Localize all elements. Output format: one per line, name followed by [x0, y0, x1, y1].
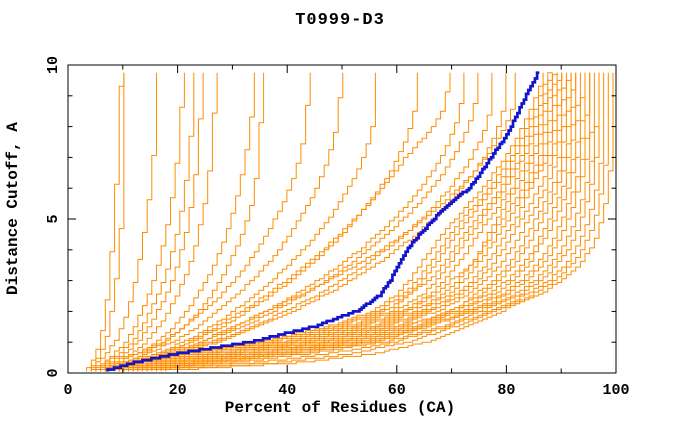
model-curve	[104, 72, 376, 372]
model-curves	[86, 71, 614, 372]
model-curve	[156, 72, 605, 372]
model-curve	[100, 72, 311, 372]
y-tick-label: 5	[45, 214, 62, 223]
model-curve	[160, 72, 609, 372]
x-tick-label: 40	[278, 382, 296, 399]
model-curve	[118, 72, 558, 372]
model-curve	[109, 72, 451, 372]
model-curve	[114, 72, 553, 372]
x-axis-label: Percent of Residues (CA)	[224, 399, 456, 417]
x-tick-label: 80	[497, 382, 515, 399]
x-tick-label: 20	[169, 382, 187, 399]
model-curve	[95, 72, 195, 372]
model-curve	[109, 72, 544, 372]
x-tick-labels: 0 20 40 60 80 100	[63, 382, 629, 399]
y-tick-label: 10	[45, 56, 62, 74]
highlighted-model-curve	[106, 71, 540, 372]
model-curve	[90, 72, 157, 372]
model-curve	[132, 72, 577, 372]
model-curve	[86, 72, 125, 372]
model-curve	[100, 72, 265, 372]
model-curve	[142, 72, 591, 372]
model-curve	[132, 72, 577, 372]
model-curve	[128, 72, 572, 372]
model-curve	[165, 72, 614, 372]
model-curve	[90, 72, 185, 372]
x-tick-label: 0	[63, 382, 72, 399]
x-tick-label: 100	[602, 382, 629, 399]
chart-title: T0999-D3	[295, 11, 385, 30]
model-curve	[95, 72, 218, 372]
model-curve	[109, 72, 516, 372]
y-tick-labels: 0 5 10	[45, 56, 62, 378]
axis-ticks	[67, 64, 617, 374]
model-curve	[95, 72, 204, 372]
y-tick-label: 0	[45, 368, 62, 377]
x-tick-label: 60	[388, 382, 406, 399]
model-curve	[104, 72, 344, 372]
model-curve	[146, 72, 600, 372]
model-curve	[114, 72, 553, 372]
model-curve	[128, 72, 572, 372]
model-curve	[151, 72, 600, 372]
model-curve	[114, 72, 493, 372]
model-curve	[137, 72, 586, 372]
